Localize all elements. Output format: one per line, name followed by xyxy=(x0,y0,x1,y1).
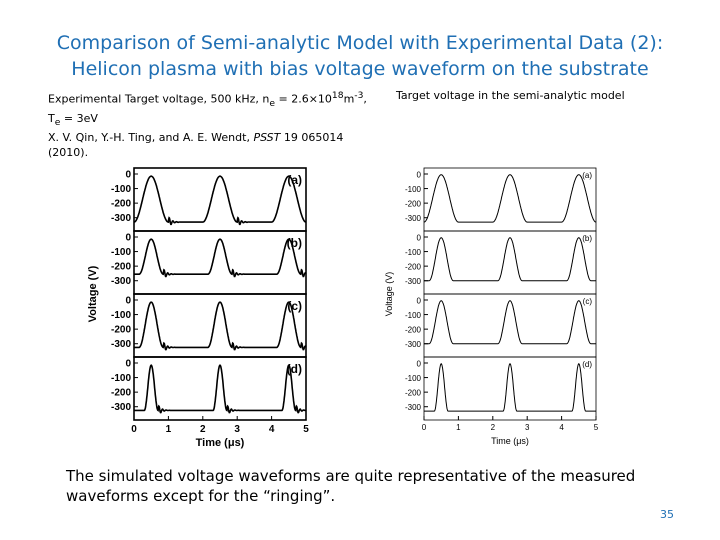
y-tick-label: -200 xyxy=(111,325,131,336)
y-tick-label: 0 xyxy=(125,359,131,370)
y-tick-label: -100 xyxy=(111,184,131,195)
conclusion-text: The simulated voltage waveforms are quit… xyxy=(66,467,636,505)
x-tick-label: 2 xyxy=(491,423,496,432)
caption-left-line-2: Te = 3eV xyxy=(48,111,98,129)
y-tick-label: -200 xyxy=(405,263,422,272)
title-line-1: Comparison of Semi-analytic Model with E… xyxy=(56,32,664,54)
panel-frame xyxy=(133,356,307,421)
x-tick-label: 5 xyxy=(594,423,599,432)
panel-label: (c) xyxy=(287,299,302,313)
x-tick-label: 2 xyxy=(200,424,206,435)
y-tick-label: -300 xyxy=(405,403,422,412)
series-line xyxy=(134,301,307,351)
caption-left-line-1: Experimental Target voltage, 500 kHz, ne… xyxy=(48,90,367,109)
y-tick-label: 0 xyxy=(125,296,131,307)
caption-left-year: (2010). xyxy=(48,146,89,160)
y-tick-label: -100 xyxy=(405,311,422,320)
x-tick-label: 0 xyxy=(422,423,427,432)
y-tick-label: -300 xyxy=(111,402,131,413)
series-line xyxy=(424,237,596,282)
series-line xyxy=(423,174,597,223)
slide-title: Comparison of Semi-analytic Model with E… xyxy=(20,30,700,82)
y-tick-label: -300 xyxy=(405,214,422,223)
x-tick-label: 3 xyxy=(525,423,530,432)
y-tick-label: -100 xyxy=(405,248,422,257)
series-line xyxy=(134,238,307,278)
y-tick-label: 0 xyxy=(417,171,422,180)
panel-frame xyxy=(423,230,597,295)
x-tick-label: 1 xyxy=(166,424,172,435)
y-tick-label: 0 xyxy=(125,233,131,244)
panel-frame xyxy=(133,230,307,295)
panel-frame xyxy=(133,293,307,358)
y-tick-label: -100 xyxy=(111,373,131,384)
panel-label: (b) xyxy=(582,234,592,243)
x-tick-label: 3 xyxy=(234,424,240,435)
y-axis-label: Voltage (V) xyxy=(87,265,99,322)
title-line-2: Helicon plasma with bias voltage wavefor… xyxy=(71,58,649,80)
y-tick-label: 0 xyxy=(417,297,422,306)
series-line xyxy=(134,364,306,414)
series-line xyxy=(133,175,307,226)
panel-label: (a) xyxy=(287,173,302,187)
y-tick-label: -300 xyxy=(111,213,131,224)
x-axis-label: Time (μs) xyxy=(196,437,245,449)
y-tick-label: -200 xyxy=(111,388,131,399)
panel-label: (d) xyxy=(582,360,592,369)
y-tick-label: -300 xyxy=(405,277,422,286)
y-tick-label: -100 xyxy=(405,185,422,194)
x-tick-label: 0 xyxy=(131,424,137,435)
page-number: 35 xyxy=(660,508,674,521)
y-tick-label: -300 xyxy=(111,276,131,287)
y-tick-label: -100 xyxy=(405,374,422,383)
panel-label: (c) xyxy=(583,297,593,306)
panel-frame xyxy=(423,293,597,358)
y-tick-label: -200 xyxy=(111,262,131,273)
experimental-waveform-figure: 0 -100 -200 -300 (a) 0 -100 -200 -300 (b) 0 -100 -20… xyxy=(87,167,309,449)
y-tick-label: 0 xyxy=(417,234,422,243)
y-tick-label: -300 xyxy=(405,340,422,349)
x-tick-label: 5 xyxy=(303,424,309,435)
x-tick-label: 4 xyxy=(269,424,275,435)
caption-left-citation: X. V. Qin, Y.-H. Ting, and A. E. Wendt, … xyxy=(48,131,344,145)
experimental-caption: Experimental Target voltage, 500 kHz, ne… xyxy=(48,88,398,160)
panel-label: (d) xyxy=(287,362,302,376)
panel-label: (a) xyxy=(582,171,592,180)
panel-frame xyxy=(423,356,597,421)
y-tick-label: -200 xyxy=(405,200,422,209)
x-axis-label: Time (μs) xyxy=(491,436,529,446)
series-line xyxy=(424,300,596,345)
y-tick-label: -100 xyxy=(111,247,131,258)
y-tick-label: -100 xyxy=(111,310,131,321)
y-axis-label: Voltage (V) xyxy=(384,272,394,317)
x-tick-label: 4 xyxy=(559,423,564,432)
model-waveform-figure: 0 -100 -200 -300 (a) 0 -100 -200 -300 (b) 0 -100 -20… xyxy=(384,167,599,446)
y-tick-label: -200 xyxy=(405,389,422,398)
series-line xyxy=(424,362,596,412)
y-tick-label: -200 xyxy=(111,199,131,210)
y-tick-label: -200 xyxy=(405,326,422,335)
panel-label: (b) xyxy=(287,236,302,250)
model-caption: Target voltage in the semi-analytic mode… xyxy=(396,89,625,102)
x-tick-label: 1 xyxy=(456,423,461,432)
y-tick-label: 0 xyxy=(125,170,131,181)
y-tick-label: 0 xyxy=(417,360,422,369)
y-tick-label: -300 xyxy=(111,339,131,350)
